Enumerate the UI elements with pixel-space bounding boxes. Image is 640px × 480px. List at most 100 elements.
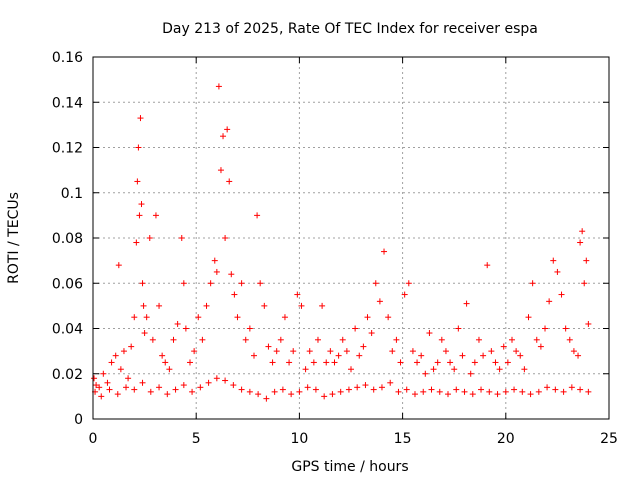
data-point: [519, 388, 526, 395]
data-point: [544, 384, 551, 391]
data-point: [115, 262, 122, 269]
data-point: [164, 391, 171, 398]
data-point: [180, 382, 187, 389]
data-point: [304, 384, 311, 391]
data-point: [533, 336, 540, 343]
data-point: [577, 239, 584, 246]
data-point: [445, 391, 452, 398]
data-point: [156, 384, 163, 391]
data-point: [480, 352, 487, 359]
data-point: [238, 386, 245, 393]
y-tick-label: 0.06: [52, 276, 83, 292]
data-point: [329, 391, 336, 398]
data-point: [213, 375, 220, 382]
x-tick-label: 10: [290, 431, 308, 447]
data-point: [298, 302, 305, 309]
data-point: [387, 379, 394, 386]
data-point: [281, 314, 288, 321]
data-point: [152, 212, 159, 219]
data-point: [166, 366, 173, 373]
data-point: [372, 280, 379, 287]
data-point: [306, 348, 313, 355]
data-point: [486, 388, 493, 395]
data-point: [117, 366, 124, 373]
y-tick-label: 0.04: [52, 322, 83, 338]
data-point: [552, 386, 559, 393]
data-point: [226, 178, 233, 185]
data-point: [409, 348, 416, 355]
data-point: [389, 348, 396, 355]
data-point: [220, 133, 227, 140]
data-point: [411, 391, 418, 398]
data-point: [405, 280, 412, 287]
data-point: [222, 377, 229, 384]
y-tick-label: 0.08: [52, 231, 83, 247]
data-point: [352, 325, 359, 332]
data-point: [255, 391, 262, 398]
data-point: [577, 386, 584, 393]
data-point: [393, 336, 400, 343]
y-axis-label: ROTI / TECUs: [6, 192, 22, 284]
data-point: [537, 343, 544, 350]
data-point: [134, 178, 141, 185]
data-point: [434, 359, 441, 366]
data-point: [172, 386, 179, 393]
data-point: [312, 386, 319, 393]
data-point: [286, 359, 293, 366]
data-point: [414, 359, 421, 366]
data-point: [199, 336, 206, 343]
y-tick-label: 0.02: [52, 367, 83, 383]
data-point: [271, 388, 278, 395]
data-point: [263, 395, 270, 402]
data-point: [438, 336, 445, 343]
data-point: [217, 167, 224, 174]
data-point: [428, 386, 435, 393]
data-point: [558, 291, 565, 298]
data-point: [96, 384, 103, 391]
data-point: [463, 300, 470, 307]
data-point: [290, 348, 297, 355]
y-tick-label: 0.12: [52, 141, 83, 157]
data-point: [162, 359, 169, 366]
data-point: [140, 302, 147, 309]
data-point: [128, 343, 135, 350]
data-point: [178, 235, 185, 241]
data-point: [288, 391, 295, 398]
data-point: [131, 386, 138, 393]
data-point: [254, 212, 261, 219]
data-point: [381, 248, 388, 255]
y-tick-labels: 0 0.02 0.04 0.06 0.08 0.1 0.12 0.14 0.16: [52, 50, 83, 428]
data-point: [496, 366, 503, 373]
data-point: [120, 348, 127, 355]
data-point: [141, 330, 148, 337]
data-point: [234, 314, 241, 321]
x-tick-label: 5: [192, 431, 201, 447]
data-point: [403, 386, 410, 393]
y-tick-label: 0.1: [61, 186, 83, 202]
data-point: [504, 359, 511, 366]
data-point: [327, 348, 334, 355]
data-point: [422, 370, 429, 377]
data-point: [461, 388, 468, 395]
x-tick-label: 20: [497, 431, 515, 447]
data-point: [242, 336, 249, 343]
data-point: [98, 393, 105, 400]
data-point: [451, 366, 458, 373]
data-point: [211, 257, 218, 264]
data-point: [583, 257, 590, 264]
data-point: [585, 388, 592, 395]
data-point: [91, 375, 98, 382]
data-point: [513, 348, 520, 355]
data-point: [131, 314, 138, 321]
data-point: [125, 375, 132, 382]
data-point: [343, 348, 350, 355]
data-point: [337, 388, 344, 395]
data-point: [228, 271, 235, 278]
data-point: [139, 379, 146, 386]
data-point: [500, 343, 507, 350]
data-point: [535, 388, 542, 395]
data-point: [319, 302, 326, 309]
data-point: [143, 314, 150, 321]
data-point: [269, 359, 276, 366]
